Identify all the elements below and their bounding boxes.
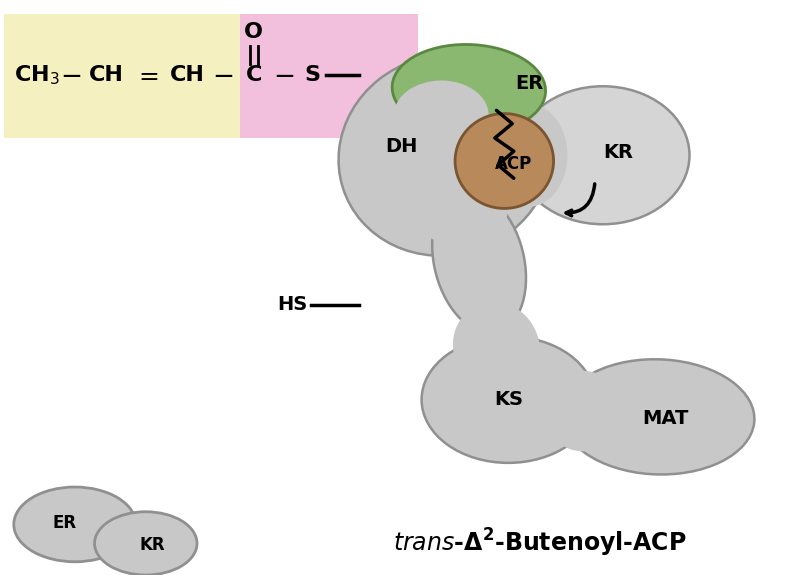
Text: $-$: $-$: [212, 62, 232, 88]
Text: CH$_3$: CH$_3$: [14, 63, 60, 87]
Text: S: S: [304, 65, 320, 85]
Text: ER: ER: [515, 74, 544, 93]
Ellipse shape: [562, 359, 754, 474]
Ellipse shape: [489, 104, 567, 207]
Text: O: O: [244, 22, 263, 41]
Ellipse shape: [392, 44, 545, 134]
Text: HS: HS: [277, 295, 307, 315]
Text: KS: KS: [494, 390, 522, 409]
Ellipse shape: [422, 336, 595, 463]
Ellipse shape: [544, 371, 623, 451]
FancyBboxPatch shape: [240, 14, 418, 138]
Ellipse shape: [432, 190, 526, 333]
Ellipse shape: [394, 81, 489, 150]
Ellipse shape: [339, 55, 552, 256]
Text: KR: KR: [604, 143, 634, 162]
Text: CH: CH: [89, 65, 124, 85]
Text: C: C: [246, 65, 262, 85]
Ellipse shape: [453, 302, 540, 394]
Text: CH: CH: [170, 65, 205, 85]
Ellipse shape: [455, 114, 553, 208]
Text: $=$: $=$: [134, 63, 159, 87]
Text: KR: KR: [139, 535, 165, 554]
Ellipse shape: [95, 512, 197, 575]
Text: $\mathit{trans}$-$\mathbf{\Delta^2}$-$\mathbf{Butenoyl}$-$\mathbf{ACP}$: $\mathit{trans}$-$\mathbf{\Delta^2}$-$\m…: [393, 527, 686, 559]
Ellipse shape: [414, 167, 508, 247]
Text: $-$: $-$: [273, 62, 294, 88]
FancyBboxPatch shape: [4, 14, 240, 138]
Text: ACP: ACP: [495, 155, 533, 173]
Ellipse shape: [516, 86, 690, 224]
Text: $-$: $-$: [61, 62, 81, 88]
Text: MAT: MAT: [643, 409, 689, 428]
Ellipse shape: [14, 487, 136, 562]
Text: ER: ER: [53, 514, 76, 532]
Text: DH: DH: [385, 137, 418, 156]
